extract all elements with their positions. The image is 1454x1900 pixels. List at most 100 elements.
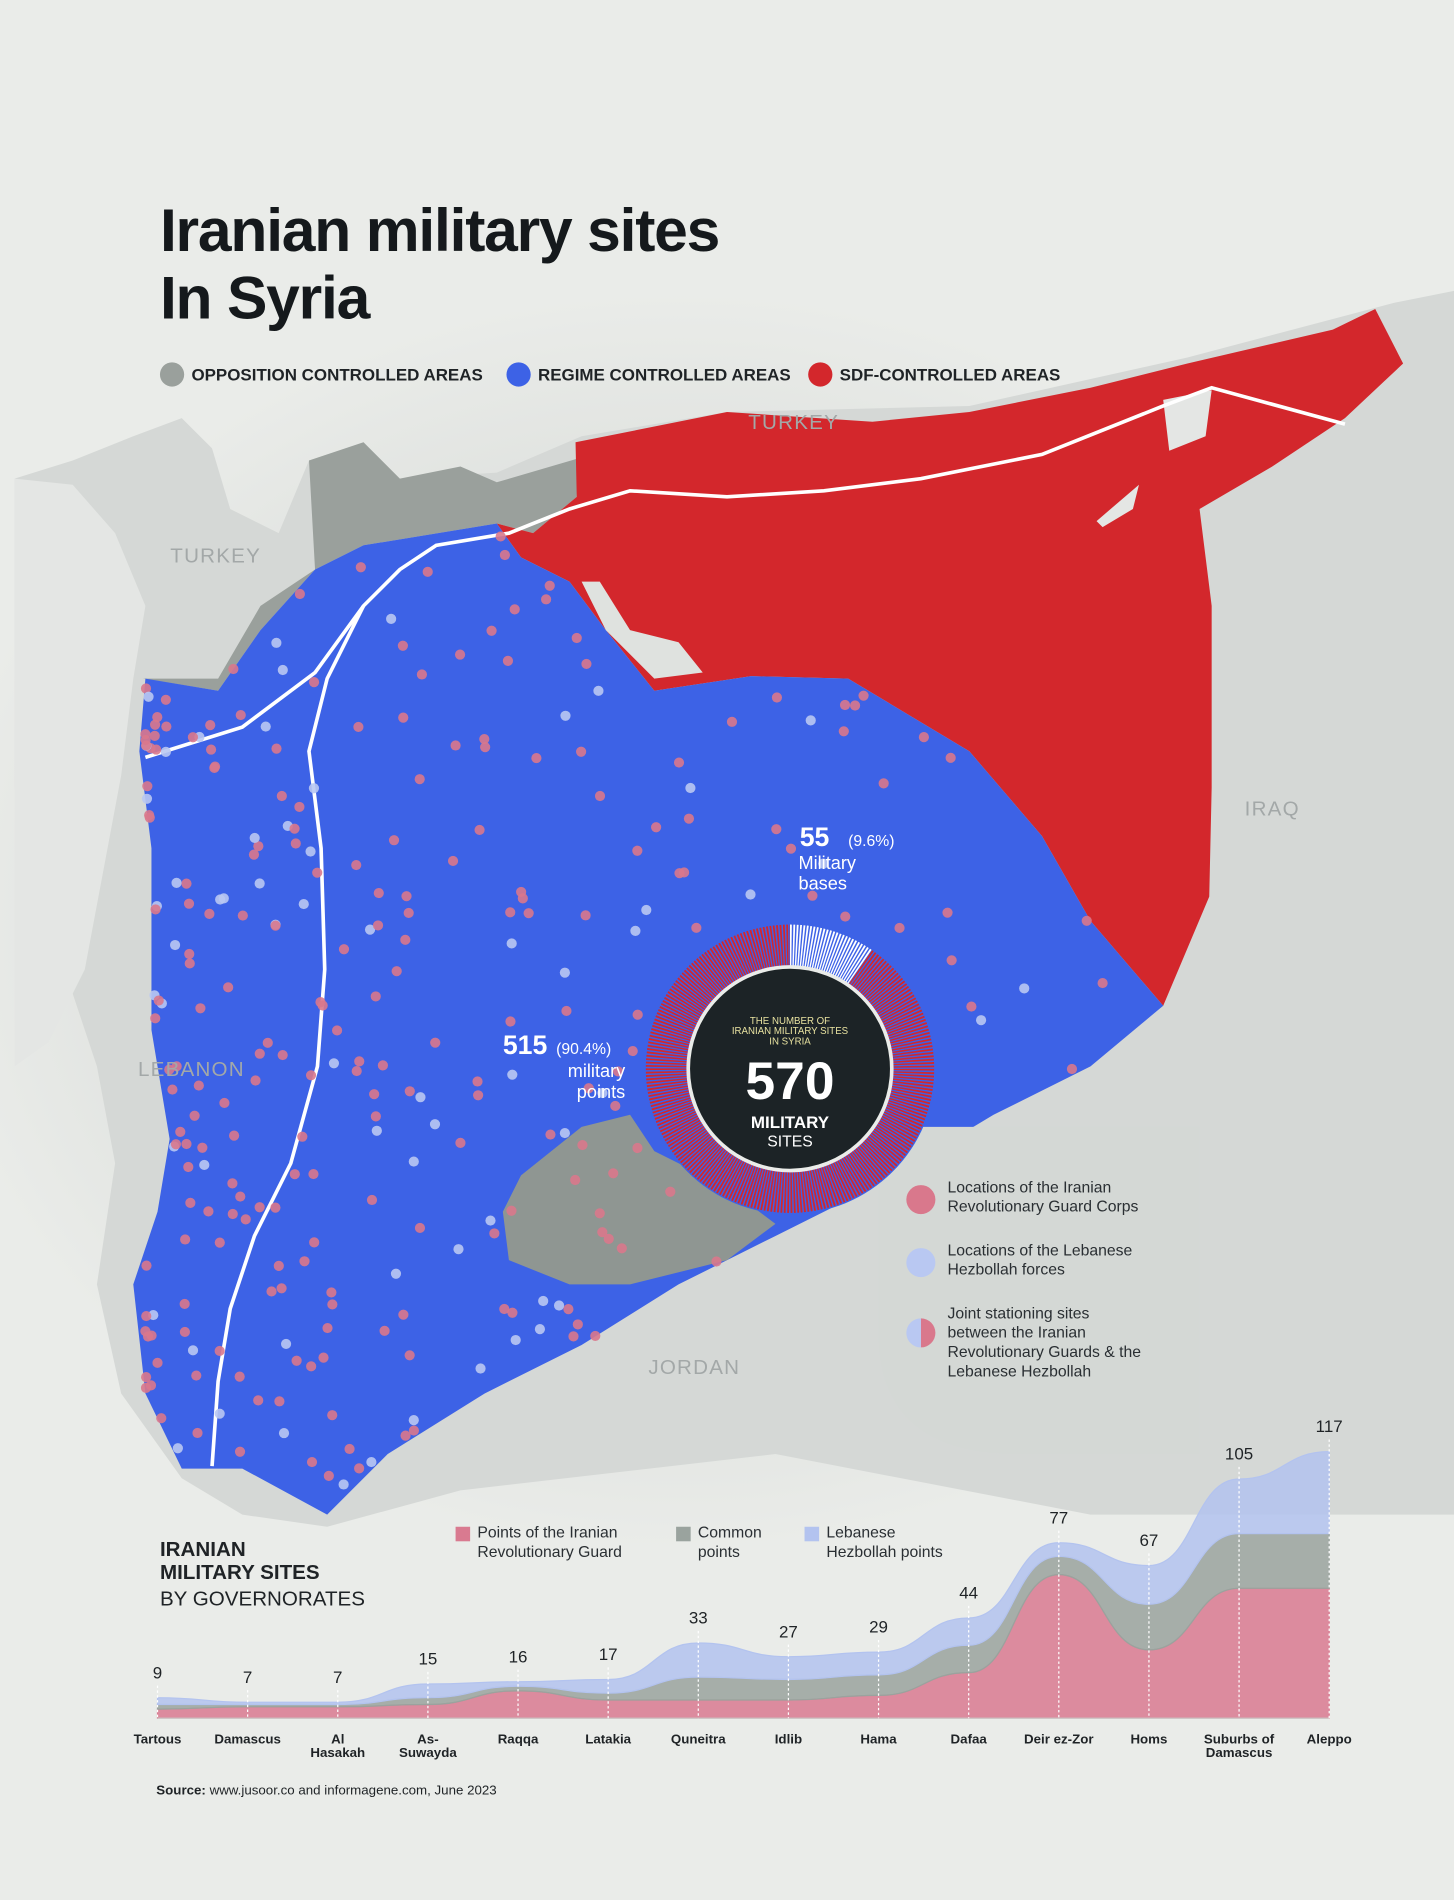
- site-dot: [191, 1370, 202, 1381]
- site-dot: [249, 832, 260, 844]
- site-dot: [878, 778, 889, 789]
- legend-label: SDF-CONTROLLED AREAS: [840, 366, 1061, 385]
- site-dot: [253, 841, 264, 852]
- site-dot: [276, 1283, 287, 1294]
- site-dot: [489, 1228, 500, 1239]
- x-tick-label: Tartous: [134, 1732, 182, 1747]
- site-dot: [597, 1227, 608, 1238]
- site-dot: [274, 1396, 285, 1407]
- site-dot: [373, 887, 384, 899]
- site-dot: [260, 721, 271, 732]
- site-dot: [568, 1331, 579, 1342]
- site-dot: [183, 898, 195, 909]
- site-dot: [538, 1295, 549, 1307]
- site-dot: [379, 1325, 390, 1336]
- site-dot: [270, 1202, 281, 1213]
- annotation-share: (90.4%): [556, 1041, 611, 1058]
- source-label: Source:: [156, 1783, 206, 1798]
- legend-swatch: [906, 1318, 921, 1348]
- site-dot: [291, 1355, 302, 1366]
- site-dot: [167, 1084, 178, 1095]
- site-dot: [415, 1092, 426, 1103]
- site-dot: [486, 625, 497, 636]
- site-dot: [559, 967, 570, 978]
- site-dot: [509, 604, 520, 615]
- site-dot: [641, 904, 652, 916]
- sdf-area: [496, 309, 1404, 1006]
- chart-subtitle: BY GOVERNORATES: [160, 1588, 365, 1611]
- site-dot: [455, 1137, 466, 1148]
- site-dot: [273, 1260, 284, 1271]
- site-dot: [151, 744, 162, 755]
- site-dot: [630, 925, 641, 936]
- site-dot: [571, 632, 582, 644]
- total-label: 7: [243, 1668, 252, 1687]
- donut-total-sublabel: SITES: [767, 1133, 813, 1150]
- site-dot: [193, 1080, 204, 1091]
- legend-swatch: [676, 1526, 691, 1542]
- site-dot: [966, 1001, 977, 1012]
- site-dot: [544, 580, 555, 591]
- site-dot: [454, 649, 466, 660]
- site-dot: [505, 907, 516, 918]
- site-dot: [945, 752, 956, 763]
- donut-segment: [645, 924, 935, 1213]
- site-dot: [372, 920, 384, 931]
- legend-swatch: [808, 362, 833, 387]
- site-dot: [430, 1037, 441, 1048]
- lake: [581, 581, 703, 679]
- site-dot: [280, 1338, 292, 1350]
- site-dot: [141, 1310, 152, 1322]
- site-dot: [141, 1260, 152, 1271]
- country-label: TURKEY: [748, 411, 839, 434]
- site-dot: [278, 1428, 290, 1439]
- x-tick-label: Al Hasakah: [310, 1732, 365, 1760]
- site-dot: [918, 732, 929, 743]
- site-dot: [507, 1069, 518, 1080]
- site-dot: [370, 991, 381, 1002]
- site-dot: [299, 1256, 310, 1267]
- site-dot: [327, 1299, 338, 1310]
- site-dot: [581, 658, 592, 670]
- total-label: 29: [869, 1618, 888, 1637]
- site-dot: [322, 1322, 333, 1334]
- site-dot: [683, 813, 695, 824]
- site-dot: [838, 726, 849, 737]
- site-dot: [479, 733, 490, 745]
- site-dot: [192, 1427, 203, 1439]
- x-tick-label: Hama: [860, 1732, 897, 1747]
- x-tick-label: Deir ez-Zor: [1024, 1732, 1094, 1747]
- site-dot: [152, 712, 163, 723]
- site-dot: [229, 1130, 240, 1141]
- source-text: www.jusoor.co and informagene.com, June …: [209, 1783, 497, 1798]
- site-dot: [323, 1470, 334, 1481]
- site-dot: [577, 1139, 588, 1151]
- site-dot: [570, 1174, 581, 1186]
- governorate-chart: IRANIAN MILITARY SITES BY GOVERNORATES Poin…: [134, 1417, 1352, 1760]
- site-dot: [610, 1100, 621, 1112]
- legend-label: Lebanese Hezbollah points: [826, 1525, 943, 1561]
- site-dot: [141, 740, 152, 751]
- annotation-value: 55: [800, 822, 830, 852]
- site-dot: [344, 1443, 355, 1455]
- site-dot: [338, 1479, 349, 1490]
- country-label: JORDAN: [648, 1356, 740, 1379]
- site-dot: [559, 1127, 570, 1139]
- site-dot: [561, 1005, 572, 1017]
- site-dot: [145, 1380, 157, 1391]
- site-dot: [408, 1156, 419, 1167]
- site-dot: [553, 1300, 565, 1311]
- site-dot: [150, 904, 161, 915]
- site-dot: [563, 1304, 574, 1315]
- site-dot: [597, 1087, 608, 1099]
- site-dot: [975, 1015, 987, 1026]
- site-dot: [453, 1244, 464, 1255]
- site-dot: [171, 877, 182, 888]
- site-dot: [510, 1334, 521, 1346]
- site-dot: [691, 922, 702, 933]
- site-dot: [632, 1009, 643, 1020]
- total-label: 117: [1316, 1417, 1343, 1436]
- total-label: 105: [1225, 1445, 1253, 1464]
- total-label: 17: [599, 1645, 618, 1664]
